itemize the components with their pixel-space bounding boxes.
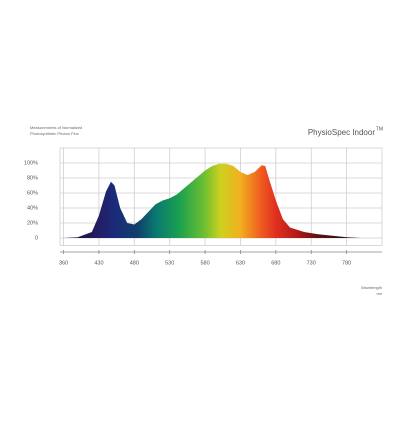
x-tick-label: 680 [271, 260, 280, 266]
y-tick-label: 80% [27, 175, 38, 181]
y-tick-label: 100% [24, 160, 38, 166]
plot-frame [59, 147, 383, 246]
x-tick-label: 360 [59, 260, 68, 266]
y-tick-label: 60% [27, 190, 38, 196]
title-superscript: TM [376, 126, 383, 132]
subtitle: Photosynthetic Photon Flux [30, 131, 79, 136]
x-tick-label: 430 [94, 260, 103, 266]
spectrum-area [63, 163, 361, 238]
x-tick-label: 580 [200, 260, 209, 266]
y-tick-label: 40% [27, 205, 38, 211]
subtitle: Measurements of Normalized [30, 125, 82, 130]
x-axis-label: nm [376, 291, 382, 296]
x-tick-label: 480 [130, 260, 139, 266]
y-tick-label: 20% [27, 220, 38, 226]
x-axis-label: Wavelength [361, 285, 382, 290]
x-tick-label: 530 [165, 260, 174, 266]
x-tick-label: 780 [342, 260, 351, 266]
x-tick-label: 730 [307, 260, 316, 266]
y-tick-label: 0 [35, 235, 38, 241]
chart-title: PhysioSpec Indoor [308, 128, 375, 137]
x-tick-label: 630 [236, 260, 245, 266]
